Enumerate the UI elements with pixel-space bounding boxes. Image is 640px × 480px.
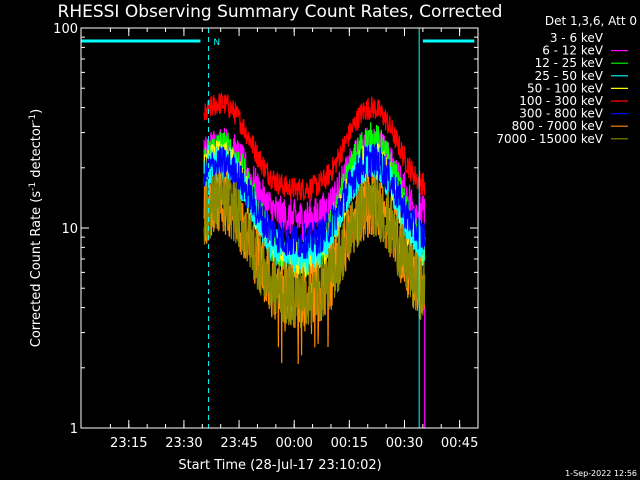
x-tick-label: 23:15 (110, 436, 147, 451)
series-line (203, 92, 426, 202)
legend-label: 800 - 7000 keV (512, 119, 604, 133)
x-tick-label: 23:30 (165, 436, 202, 451)
series-line (203, 144, 426, 275)
series-line (203, 172, 426, 328)
x-axis-label: Start Time (28-Jul-17 23:10:02) (178, 458, 381, 473)
footer-date: 1-Sep-2022 12:56 (565, 469, 637, 478)
legend-label: 100 - 300 keV (519, 94, 603, 108)
legend-label: 50 - 100 keV (527, 81, 604, 95)
x-tick-label: 00:00 (275, 436, 312, 451)
y-axis-label-suffix: ) (29, 109, 44, 114)
y-tick-label: 100 (53, 22, 78, 37)
x-tick-label: 00:45 (441, 436, 478, 451)
x-tick-label: 23:45 (220, 436, 257, 451)
legend-label: 6 - 12 keV (542, 44, 604, 58)
axes: 23:15 23:30 23:45 00:00 00:15 00:30 00:45 1 10 10… (53, 22, 479, 451)
legend-header: Det 1,3,6, Att 0 (545, 14, 637, 28)
y-tick-label: 10 (61, 222, 78, 237)
y-axis-label: Corrected Count Rate (s-1 detector-1) (28, 109, 44, 347)
series-line (203, 143, 426, 260)
series-line (203, 70, 426, 122)
x-tick-label: 00:15 (331, 436, 368, 451)
y-axis-label-prefix: Corrected Count Rate (s (29, 191, 44, 348)
y-axis-label-mid: detector (29, 122, 44, 182)
chart-title: RHESSI Observing Summary Count Rates, Co… (58, 2, 503, 22)
y-axis-label-sup1: -1 (28, 182, 38, 191)
legend-label: 7000 - 15000 keV (496, 132, 603, 146)
plot-area (203, 70, 426, 428)
legend-label: 300 - 800 keV (519, 107, 603, 121)
x-tick-label: 00:30 (386, 436, 423, 451)
legend-label: 25 - 50 keV (535, 69, 604, 83)
y-tick-label: 1 (70, 422, 78, 437)
y-axis-label-sup2: -1 (28, 114, 38, 123)
legend-label: 3 - 6 keV (550, 31, 604, 45)
night-label: N (213, 38, 220, 48)
legend-label: 12 - 25 keV (535, 56, 604, 70)
